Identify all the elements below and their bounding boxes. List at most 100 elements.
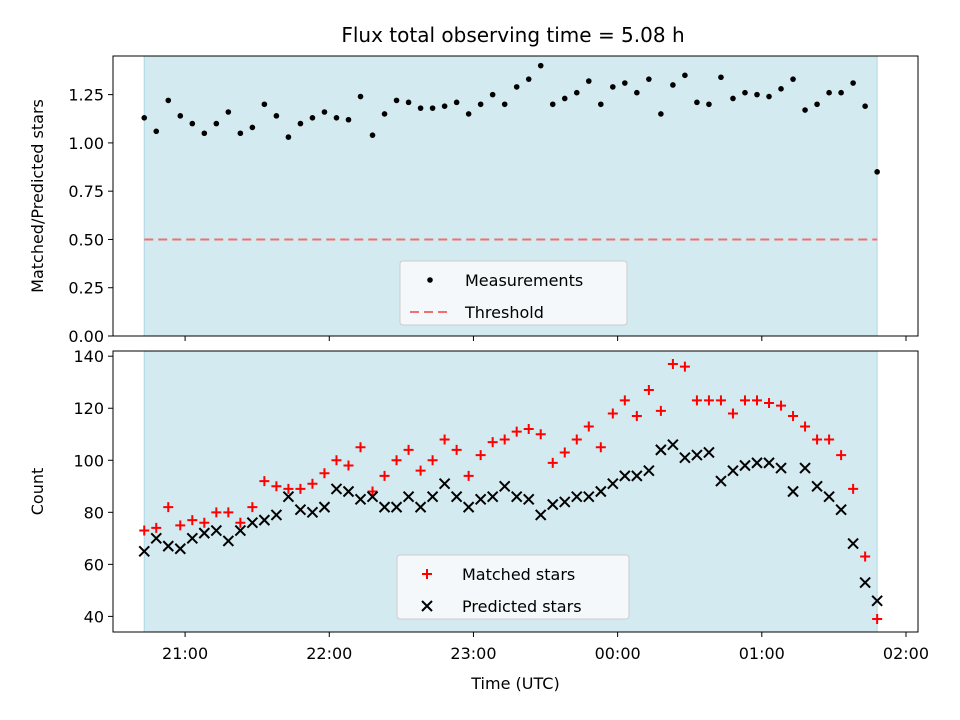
matched-point xyxy=(151,522,162,533)
measurement-point xyxy=(838,89,844,96)
matched-point xyxy=(523,424,534,435)
matched-point xyxy=(631,411,642,422)
legend-measurement-marker xyxy=(427,277,433,283)
measurement-point xyxy=(429,105,436,111)
matched-point xyxy=(175,520,186,531)
matched-point xyxy=(235,517,246,528)
y-tick-label: 0.00 xyxy=(68,327,104,346)
axes-frame xyxy=(112,350,919,633)
predicted-point xyxy=(258,514,271,526)
legend-predicted-marker xyxy=(421,600,433,612)
predicted-point xyxy=(787,485,799,498)
predicted-point xyxy=(871,595,883,607)
predicted-point xyxy=(210,524,223,537)
matched-point xyxy=(679,361,690,372)
predicted-point xyxy=(523,493,535,506)
predicted-point xyxy=(186,532,199,545)
x-tick-label: 01:00 xyxy=(739,644,785,663)
matched-point xyxy=(163,502,174,513)
predicted-point xyxy=(414,501,427,513)
predicted-point xyxy=(390,501,403,513)
predicted-point xyxy=(823,490,835,503)
legend-matched-marker xyxy=(422,569,432,579)
matched-point xyxy=(283,483,294,494)
measurement-point xyxy=(237,130,244,137)
predicted-point xyxy=(595,485,607,498)
series-measurements xyxy=(141,62,880,175)
measurement-point xyxy=(561,95,568,102)
matched-point xyxy=(860,551,871,562)
predicted-point xyxy=(847,537,859,550)
predicted-point xyxy=(510,490,523,503)
predicted-point xyxy=(246,517,259,529)
measurement-point xyxy=(766,93,772,100)
measurement-point xyxy=(718,74,724,81)
predicted-point xyxy=(715,475,727,487)
matched-point xyxy=(836,450,847,461)
measurement-point xyxy=(778,86,784,92)
matched-point xyxy=(331,455,342,466)
matched-point xyxy=(571,434,582,445)
matched-point xyxy=(379,470,390,481)
measurement-point xyxy=(610,84,616,90)
y-tick-label: 0.75 xyxy=(68,182,104,201)
measurement-point xyxy=(790,76,796,82)
matched-point xyxy=(511,426,522,437)
legend-label: Measurements xyxy=(465,271,583,290)
matched-point xyxy=(559,447,570,458)
matched-point xyxy=(475,450,486,461)
matched-point xyxy=(271,481,282,492)
measurement-point xyxy=(622,80,628,86)
legend-label: Matched stars xyxy=(462,565,575,584)
measurement-point xyxy=(177,113,184,119)
measurement-point xyxy=(225,109,232,115)
matched-point xyxy=(727,408,738,419)
matched-point xyxy=(343,460,354,471)
measurement-point xyxy=(345,116,352,123)
matched-point xyxy=(427,455,438,466)
matched-point xyxy=(199,517,210,528)
measurement-point xyxy=(549,101,556,108)
y-tick-label: 0.25 xyxy=(68,279,104,298)
ratio-panel: 0.00 0.25 0.50 0.75 1.00 1.25 Matched/Predicte… xyxy=(28,55,919,346)
predicted-point xyxy=(162,540,174,552)
matched-point xyxy=(800,421,811,432)
measurement-point xyxy=(742,89,748,96)
measurement-point xyxy=(598,101,604,108)
predicted-point xyxy=(294,504,307,516)
measurement-point xyxy=(369,132,376,138)
measurement-point xyxy=(189,120,196,127)
measurement-point xyxy=(850,80,856,86)
measurement-point xyxy=(501,101,508,108)
measurement-point xyxy=(393,97,400,104)
measurement-point xyxy=(585,78,592,84)
matched-point xyxy=(703,395,714,406)
predicted-point xyxy=(583,490,595,503)
predicted-point xyxy=(799,462,811,474)
matched-point xyxy=(776,400,787,411)
matched-point xyxy=(139,525,150,536)
matched-point xyxy=(547,457,558,468)
x-tick-label: 22:00 xyxy=(306,644,352,663)
measurement-point xyxy=(814,101,820,108)
predicted-point xyxy=(306,506,319,519)
series-matched-stars xyxy=(139,359,883,624)
x-tick-label: 02:00 xyxy=(883,644,929,663)
matched-point xyxy=(439,434,450,445)
matched-point xyxy=(499,434,510,445)
matched-point xyxy=(415,465,426,476)
y-axis-label: Count xyxy=(28,468,47,516)
predicted-point xyxy=(547,498,559,511)
measurement-point xyxy=(321,109,328,115)
measurement-point xyxy=(297,120,304,127)
measurement-point xyxy=(802,107,808,113)
matched-point xyxy=(691,395,702,406)
matched-point xyxy=(463,470,474,481)
predicted-point xyxy=(835,504,847,516)
axes-frame xyxy=(112,55,919,337)
y-tick-label: 1.25 xyxy=(68,86,104,105)
measurement-point xyxy=(417,105,424,111)
predicted-point xyxy=(667,438,679,451)
legend-label: Predicted stars xyxy=(462,597,582,616)
